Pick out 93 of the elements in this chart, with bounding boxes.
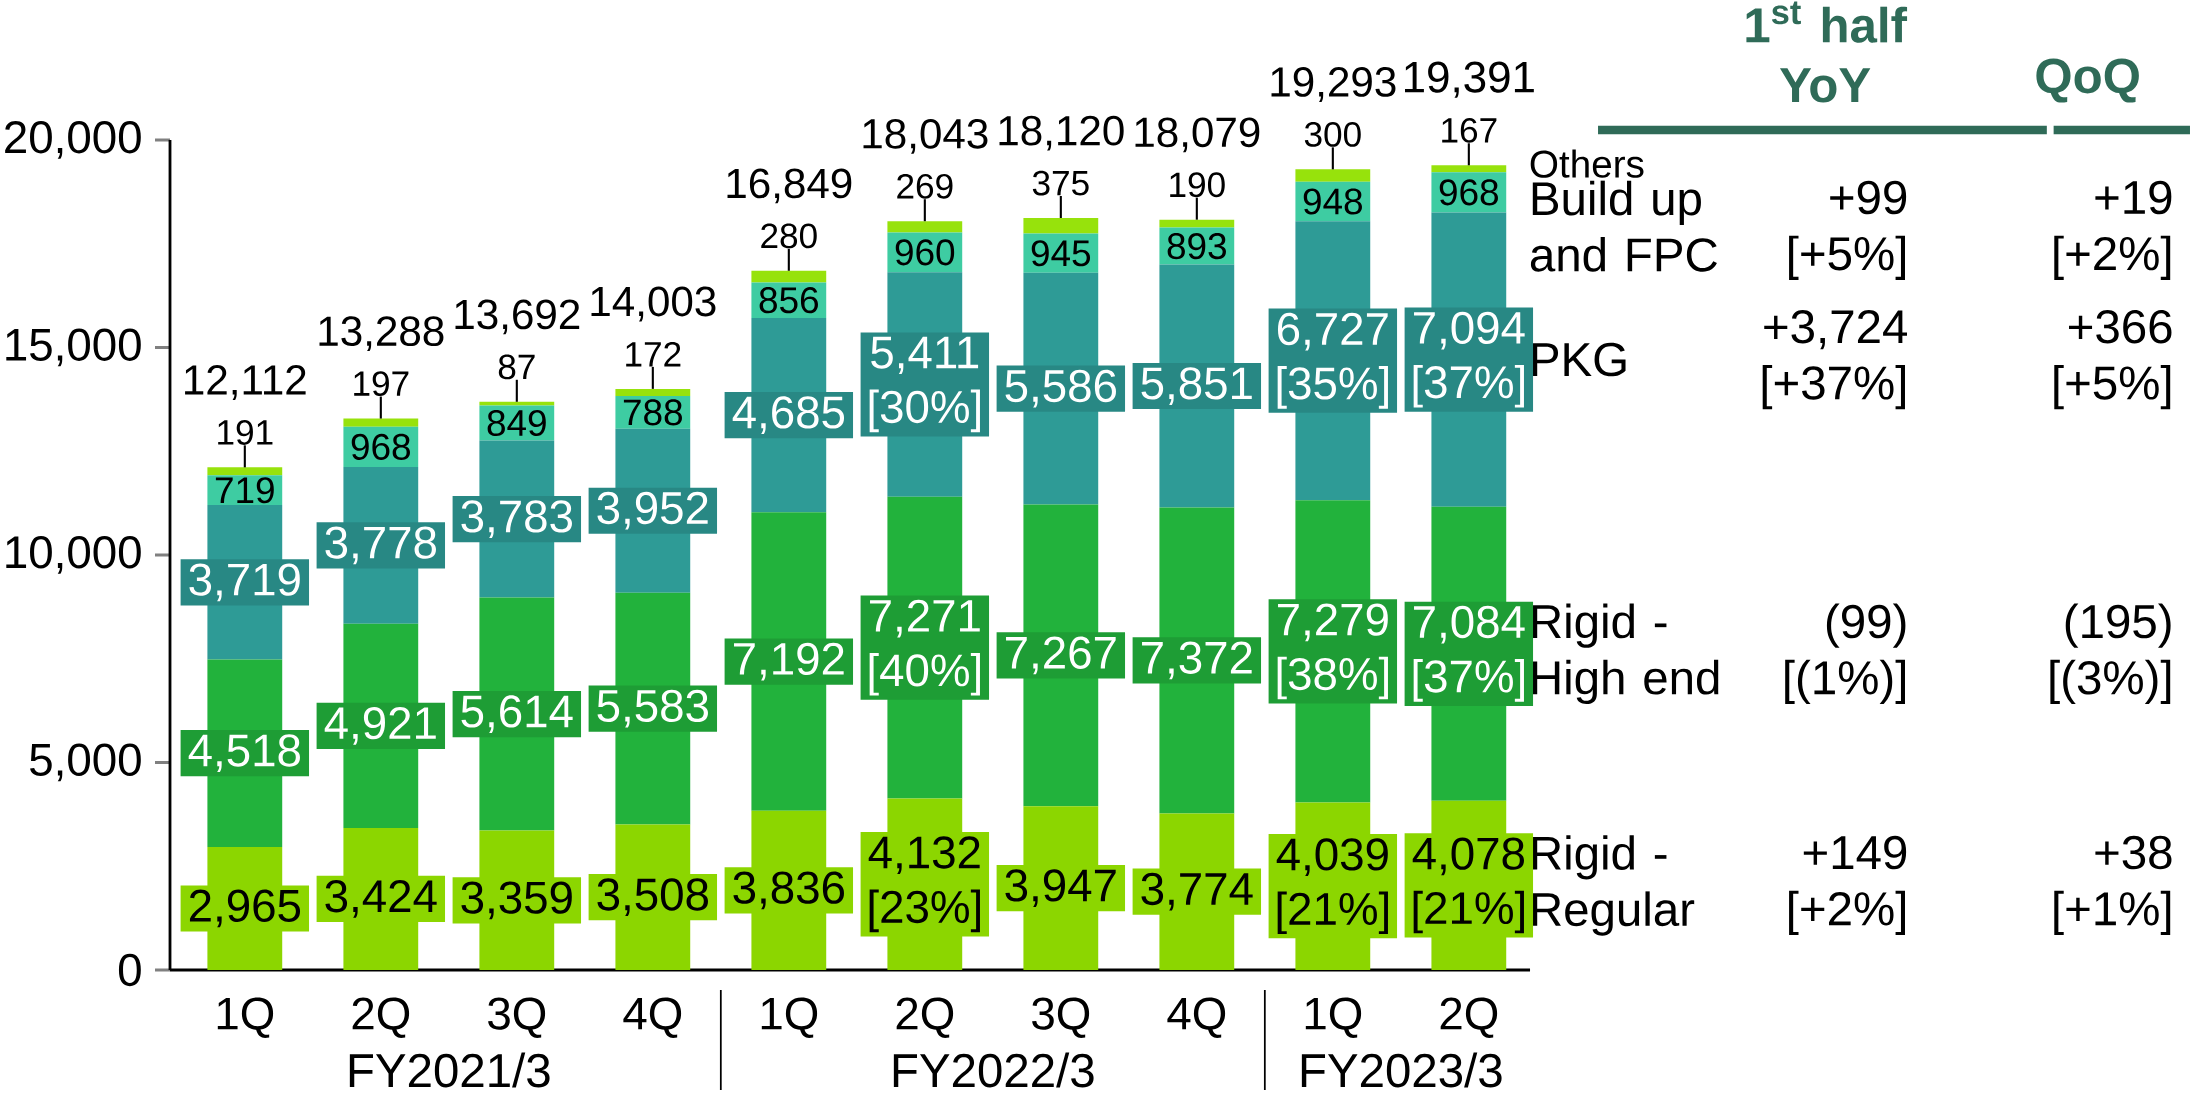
text: +99 [+5%]: [1789, 180, 1907, 280]
text: +38 [+1%]: [2054, 835, 2172, 935]
total-label: 18,120: [999, 115, 1124, 151]
data-label: 719: [215, 477, 274, 504]
data-label: 3,783: [461, 500, 572, 538]
data-label: 3,508: [597, 878, 708, 917]
data-label: 7,192: [734, 642, 844, 681]
x-tick-label: 2Q: [896, 997, 954, 1038]
y-tick-label: 5,000: [30, 743, 141, 782]
total-label: 12,112: [185, 365, 306, 400]
y-tick-label: 10,000: [6, 536, 141, 574]
text: +366 [+5%]: [2054, 309, 2172, 410]
data-label: 3,836: [733, 871, 844, 910]
data-label: 4,039 [21%]: [1276, 838, 1388, 935]
data-label: 191: [218, 420, 273, 445]
text: (195) [(3%)]: [2050, 603, 2171, 705]
x-tick-label: 1Q: [761, 997, 818, 1038]
data-label: 3,719: [189, 563, 300, 602]
series-label: Rigid - High end: [1532, 603, 1719, 705]
data-label: 7,372: [1142, 641, 1252, 680]
series-label: PKG: [1532, 342, 1626, 377]
data-label: 4,078 [21%]: [1412, 837, 1524, 934]
data-label: 7,084 [37%]: [1413, 605, 1525, 702]
x-tick-label: 1Q: [1305, 997, 1362, 1038]
data-label: 7,271 [40%]: [869, 599, 980, 696]
text: FY2023/3: [1301, 1052, 1502, 1088]
data-label: 172: [626, 341, 681, 367]
text: +19 [+2%]: [2054, 180, 2172, 280]
data-label: 3,359: [461, 881, 572, 920]
total-label: 13,692: [455, 299, 580, 335]
data-label: 4,685: [732, 396, 845, 434]
legend-label: Rigid - Regular: [1532, 835, 1695, 936]
text: FY2021/3: [349, 1052, 550, 1088]
data-label: 280: [761, 223, 817, 249]
data-label: 849: [487, 409, 546, 437]
data-label: 300: [1304, 122, 1361, 147]
series-label: Build up and FPC: [1530, 180, 1717, 272]
x-tick-label: 3Q: [488, 997, 546, 1038]
data-label: 945: [1031, 240, 1091, 267]
data-label: 3,774: [1141, 872, 1253, 911]
data-label: 269: [897, 173, 953, 199]
data-label: 4,518: [188, 734, 300, 773]
x-tick-label: 2Q: [352, 997, 410, 1038]
total-label: 14,003: [591, 286, 716, 322]
data-label: 5,411 [30%]: [869, 336, 980, 433]
data-label: 948: [1303, 188, 1362, 215]
data-label: 3,424: [325, 880, 437, 918]
x-tick-label: 1Q: [217, 997, 274, 1038]
y-tick-label: 20,000: [5, 121, 141, 159]
data-label: 7,094 [37%]: [1413, 311, 1525, 408]
data-label: 856: [759, 287, 818, 314]
y-tick-label: 0: [118, 953, 141, 987]
data-label: 190: [1170, 172, 1225, 198]
data-label: 4,132 [23%]: [868, 836, 980, 933]
data-label: 3,952: [597, 491, 708, 530]
text: 1$^{st}$ half YoY: [1746, 1, 1908, 103]
text: +3,724 [+37%]: [1762, 309, 1907, 410]
data-label: 4,921: [324, 706, 436, 745]
data-label: 960: [895, 239, 955, 266]
x-tick-label: 2Q: [1440, 997, 1498, 1038]
total-label: 18,043: [863, 118, 988, 154]
total-label: 19,391: [1405, 61, 1534, 98]
data-label: 5,614: [461, 695, 573, 733]
data-label: 167: [1442, 117, 1497, 143]
data-label: 3,947: [1005, 869, 1116, 907]
data-label: 6,727 [35%]: [1277, 312, 1388, 409]
y-tick-label: 15,000: [6, 328, 141, 367]
text: QoQ: [2036, 58, 2139, 103]
text: FY2022/3: [893, 1052, 1094, 1088]
data-label: 968: [1439, 179, 1498, 206]
total-label: 18,079: [1135, 117, 1260, 153]
data-label: 7,279 [38%]: [1277, 603, 1388, 700]
total-label: 19,293: [1271, 67, 1396, 102]
data-label: 3,778: [325, 526, 436, 565]
data-label: 375: [1032, 170, 1089, 196]
data-label: 788: [623, 399, 682, 426]
data-label: 2,965: [189, 889, 301, 928]
total-label: 13,288: [319, 316, 444, 352]
data-label: 893: [1167, 233, 1226, 260]
data-label: 5,583: [597, 689, 708, 728]
text: (99) [(1%)]: [1785, 603, 1906, 705]
total-label: 16,849: [727, 168, 852, 204]
x-tick-label: 4Q: [1167, 997, 1226, 1038]
data-label: 968: [351, 433, 410, 460]
text: +149 [+2%]: [1789, 835, 1907, 935]
x-tick-label: 3Q: [1032, 997, 1090, 1038]
series-label: Others: [1530, 149, 1644, 178]
data-label: 5,586: [1005, 369, 1116, 408]
data-label: 87: [498, 354, 535, 380]
data-label: 7,267: [1006, 636, 1116, 675]
data-label: 5,851: [1141, 367, 1252, 405]
data-label: 197: [354, 371, 409, 397]
x-tick-label: 4Q: [623, 997, 682, 1038]
